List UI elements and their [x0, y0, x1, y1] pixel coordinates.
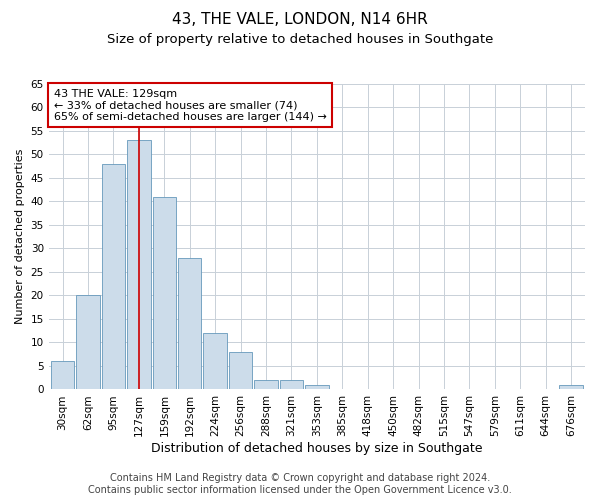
Y-axis label: Number of detached properties: Number of detached properties: [15, 149, 25, 324]
Bar: [76, 296, 100, 390]
Bar: [559, 385, 583, 390]
Bar: [127, 140, 151, 390]
Bar: [229, 352, 252, 390]
Bar: [51, 362, 74, 390]
X-axis label: Distribution of detached houses by size in Southgate: Distribution of detached houses by size …: [151, 442, 482, 455]
Bar: [305, 385, 329, 390]
Bar: [254, 380, 278, 390]
Bar: [102, 164, 125, 390]
Text: 43 THE VALE: 129sqm
← 33% of detached houses are smaller (74)
65% of semi-detach: 43 THE VALE: 129sqm ← 33% of detached ho…: [54, 88, 327, 122]
Bar: [280, 380, 303, 390]
Bar: [203, 333, 227, 390]
Text: Size of property relative to detached houses in Southgate: Size of property relative to detached ho…: [107, 32, 493, 46]
Bar: [152, 197, 176, 390]
Text: 43, THE VALE, LONDON, N14 6HR: 43, THE VALE, LONDON, N14 6HR: [172, 12, 428, 28]
Text: Contains HM Land Registry data © Crown copyright and database right 2024.
Contai: Contains HM Land Registry data © Crown c…: [88, 474, 512, 495]
Bar: [178, 258, 202, 390]
